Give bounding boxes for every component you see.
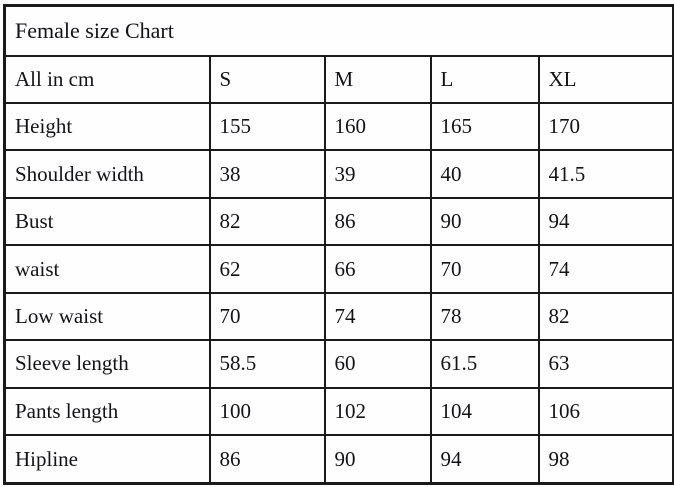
cell-value: 90	[323, 434, 432, 485]
cell-value: 104	[429, 386, 540, 437]
cell-value: 94	[429, 434, 540, 485]
cell-value: 165	[429, 102, 540, 152]
row-label: Low waist	[3, 291, 211, 342]
cell-value: 100	[208, 386, 326, 437]
row-label: Height	[3, 102, 211, 152]
cell-value: 70	[429, 244, 540, 294]
cell-value: 60	[323, 339, 432, 389]
row-label: Bust	[3, 196, 211, 247]
cell-value: 38	[208, 149, 326, 199]
row-label: Shoulder width	[3, 149, 211, 199]
cell-value: 74	[323, 291, 432, 342]
row-label: waist	[3, 244, 211, 294]
header-cell-s: S	[208, 54, 326, 105]
cell-value: 62	[208, 244, 326, 294]
table-row-pants-length: Pants length 100 102 104 106	[3, 386, 674, 437]
cell-value: 41.5	[537, 149, 674, 199]
cell-value: 40	[429, 149, 540, 199]
table-row-waist: waist 62 66 70 74	[3, 244, 674, 294]
table-row-hipline: Hipline 86 90 94 98	[3, 434, 674, 485]
header-cell-m: M	[323, 54, 432, 105]
table-row-shoulder-width: Shoulder width 38 39 40 41.5	[3, 149, 674, 199]
cell-value: 82	[537, 291, 674, 342]
cell-value: 70	[208, 291, 326, 342]
cell-value: 78	[429, 291, 540, 342]
cell-value: 98	[537, 434, 674, 485]
cell-value: 170	[537, 102, 674, 152]
female-size-chart-table: Female size Chart All in cm S M L XL Hei…	[3, 4, 674, 485]
cell-value: 86	[208, 434, 326, 485]
cell-value: 90	[429, 196, 540, 247]
table-row-sleeve-length: Sleeve length 58.5 60 61.5 63	[3, 339, 674, 389]
cell-value: 155	[208, 102, 326, 152]
cell-value: 63	[537, 339, 674, 389]
cell-value: 58.5	[208, 339, 326, 389]
cell-value: 160	[323, 102, 432, 152]
cell-value: 106	[537, 386, 674, 437]
header-cell-unit: All in cm	[3, 54, 211, 105]
title-row: Female size Chart	[3, 4, 674, 57]
cell-value: 82	[208, 196, 326, 247]
cell-value: 86	[323, 196, 432, 247]
table-row-height: Height 155 160 165 170	[3, 102, 674, 152]
cell-value: 61.5	[429, 339, 540, 389]
cell-value: 102	[323, 386, 432, 437]
header-cell-xl: XL	[537, 54, 674, 105]
row-label: Sleeve length	[3, 339, 211, 389]
cell-value: 39	[323, 149, 432, 199]
cell-value: 94	[537, 196, 674, 247]
table-row-bust: Bust 82 86 90 94	[3, 196, 674, 247]
table-row-low-waist: Low waist 70 74 78 82	[3, 291, 674, 342]
row-label: Pants length	[3, 386, 211, 437]
row-label: Hipline	[3, 434, 211, 485]
table-title: Female size Chart	[3, 4, 674, 57]
cell-value: 66	[323, 244, 432, 294]
header-cell-l: L	[429, 54, 540, 105]
header-row: All in cm S M L XL	[3, 54, 674, 105]
cell-value: 74	[537, 244, 674, 294]
